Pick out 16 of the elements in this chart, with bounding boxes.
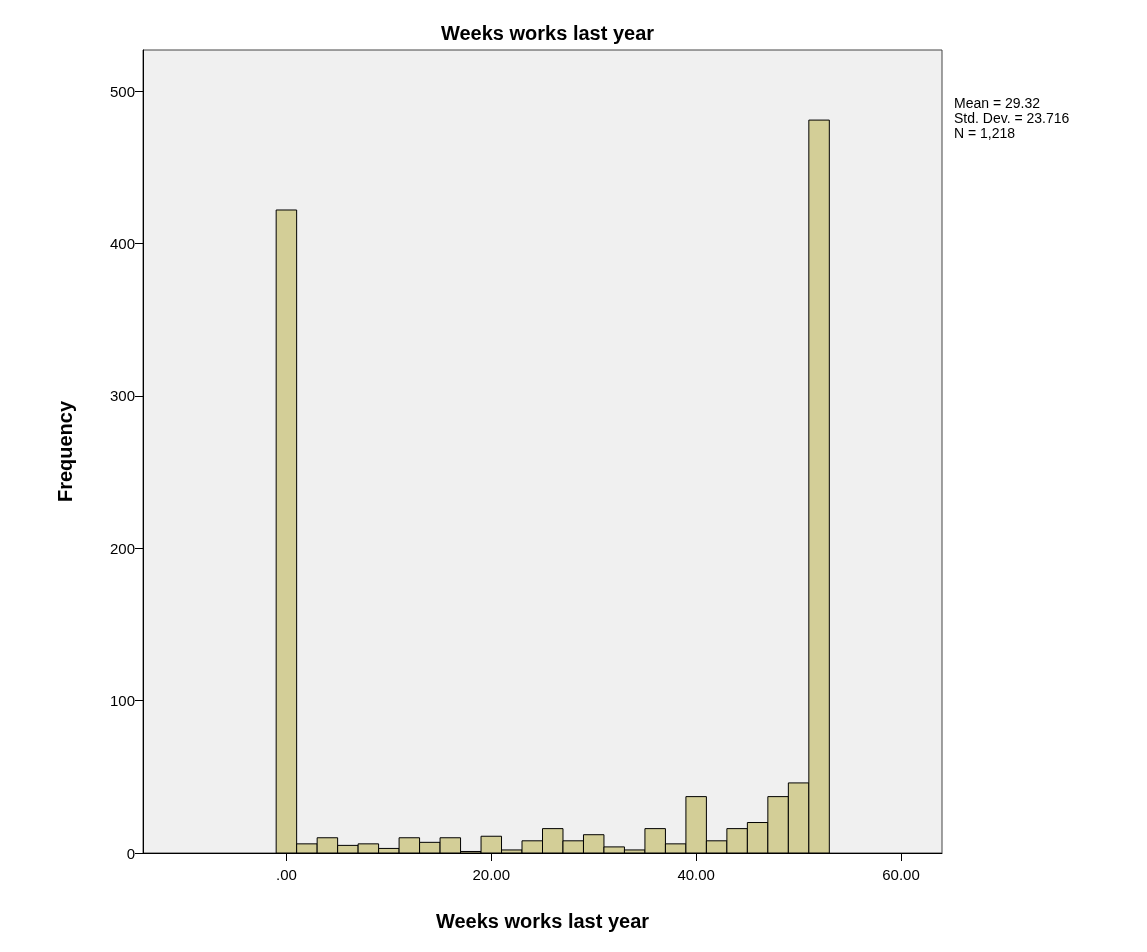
y-tick-label: 200: [109, 539, 135, 557]
x-tick-label: .00: [275, 866, 297, 883]
chart-title: Weeks works last year: [440, 22, 655, 44]
y-tick-label: 400: [109, 235, 135, 253]
y-tick-label: 0: [126, 844, 135, 862]
text: Std. Dev. = 23.716: [954, 109, 1070, 126]
y-tick-label: 300: [109, 387, 135, 405]
y-tick-label: 100: [109, 692, 135, 710]
text: N = 1,218: [954, 124, 1016, 141]
x-axis-title: Weeks works last year: [435, 910, 650, 932]
y-axis-title: Frequency: [54, 400, 76, 503]
x-tick-label: 40.00: [677, 866, 715, 883]
x-tick-label: 20.00: [472, 866, 511, 883]
y-tick-label: 500: [109, 82, 135, 100]
text: Mean = 29.32: [954, 94, 1041, 111]
x-tick-label: 60.00: [882, 866, 920, 883]
